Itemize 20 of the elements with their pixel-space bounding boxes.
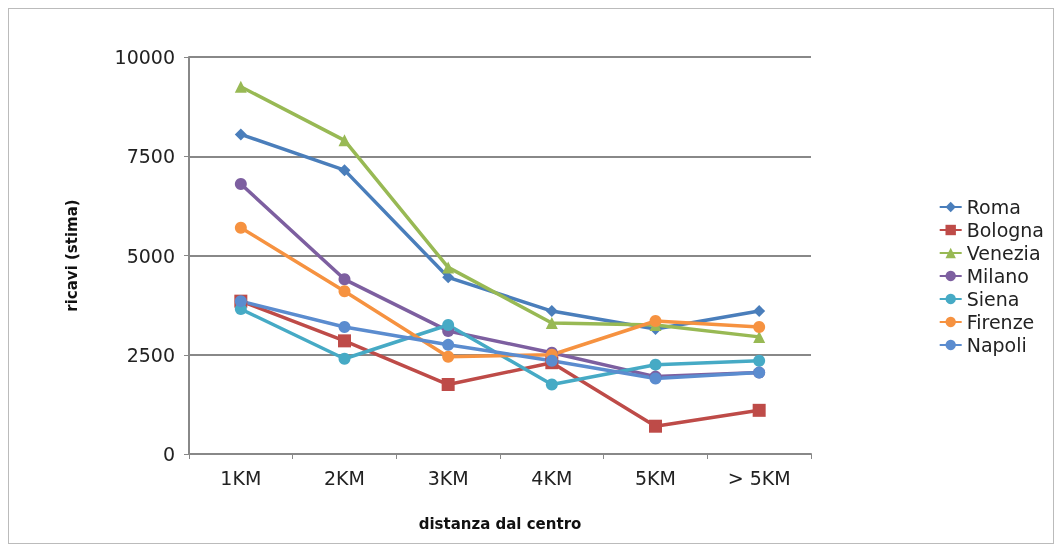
legend-label: Roma xyxy=(966,196,1021,218)
x-tick-label: 4KM xyxy=(531,466,573,489)
x-tick-label: 2KM xyxy=(324,466,365,489)
legend-label: Napoli xyxy=(966,334,1027,356)
legend-label: Milano xyxy=(966,265,1029,287)
x-tick-label: 3KM xyxy=(427,466,469,489)
y-axis-title: ricavi (stima) xyxy=(62,199,81,312)
y-tick-label: 2500 xyxy=(126,343,175,366)
y-tick-label: 7500 xyxy=(126,145,175,168)
legend-label: Firenze xyxy=(966,311,1035,333)
x-tick-label: 5KM xyxy=(635,466,676,489)
y-tick-label: 5000 xyxy=(126,244,175,267)
x-tick-label: 1KM xyxy=(220,466,262,489)
x-tick-label: > 5KM xyxy=(727,466,791,489)
x-axis-title: distanza dal centro xyxy=(418,514,582,533)
y-tick-label: 10000 xyxy=(114,46,175,68)
legend-label: Bologna xyxy=(966,219,1044,241)
legend-label: Siena xyxy=(966,288,1020,310)
y-tick-label: 0 xyxy=(162,443,175,465)
legend-label: Venezia xyxy=(966,242,1041,264)
